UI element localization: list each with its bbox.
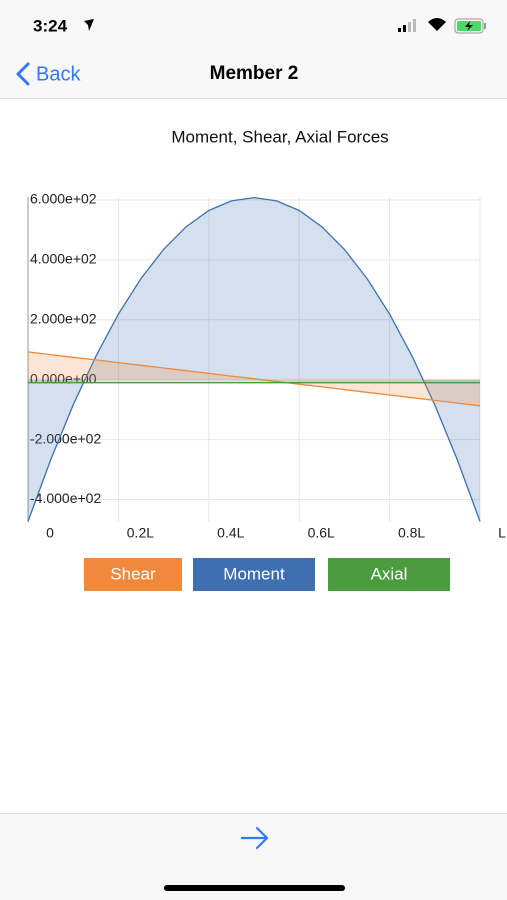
back-label[interactable]: Back <box>36 63 81 85</box>
area-fill <box>28 379 480 383</box>
y-tick-label: 6.000e+02 <box>30 191 97 207</box>
x-tick-label: 0.6L <box>308 525 335 541</box>
legend-button[interactable] <box>84 558 182 591</box>
series-line <box>27 351 481 407</box>
chart-title: Moment, Shear, Axial Forces <box>171 127 388 146</box>
legend-button[interactable] <box>193 558 315 591</box>
plot: 0 0.2L 0.4L 0.6L 0.8L L 6.000e+02 4.000e+02 2.00… <box>27 191 506 541</box>
legend-label[interactable]: Shear <box>110 564 156 583</box>
location-icon <box>84 19 94 31</box>
battery-icon <box>454 18 486 34</box>
legend-item[interactable]: Shear <box>84 558 182 591</box>
y-tick-label: 2.000e+02 <box>30 311 97 327</box>
y-tick-label: -4.000e+02 <box>30 490 101 506</box>
top-bar <box>0 0 507 98</box>
y-tick-label: 4.000e+02 <box>30 251 97 267</box>
x-tick-label: L <box>498 525 506 541</box>
next-arrow[interactable] <box>240 826 269 850</box>
x-tick-label: 0.8L <box>398 525 425 541</box>
status-time: 3:24 <box>33 16 68 35</box>
x-tick-label: 0.4L <box>217 525 244 541</box>
back-chevron[interactable] <box>16 62 30 86</box>
home-indicator <box>164 885 345 891</box>
x-tick-label: 0.2L <box>127 525 154 541</box>
back-button[interactable]: Back <box>16 62 81 86</box>
legend-item[interactable]: Moment <box>193 558 315 591</box>
x-tick-label: 0 <box>46 525 54 541</box>
legend-item[interactable]: Axial <box>328 558 450 591</box>
legend-button[interactable] <box>328 558 450 591</box>
nav-title: Member 2 <box>210 63 299 84</box>
wifi-icon <box>428 18 446 31</box>
series-line <box>27 196 481 522</box>
legend-label[interactable]: Axial <box>371 564 408 583</box>
signal-icon <box>398 19 416 32</box>
legend-label[interactable]: Moment <box>223 564 285 583</box>
y-tick-label: -2.000e+02 <box>30 430 101 446</box>
